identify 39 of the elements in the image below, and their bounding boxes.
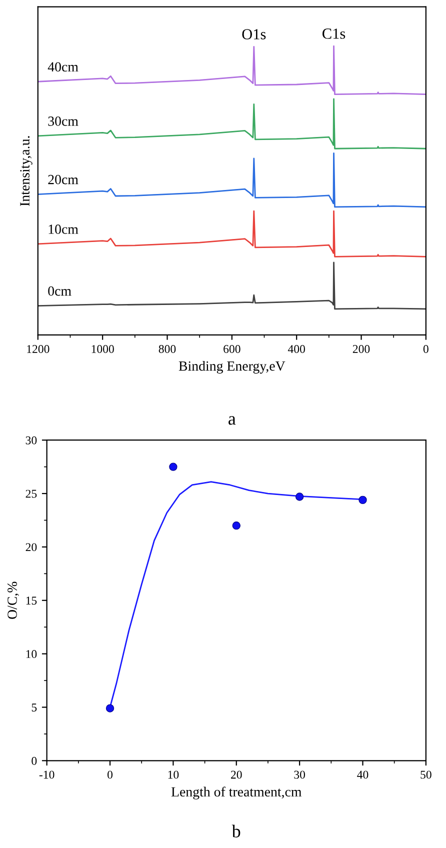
- x-tick-label: 1200: [27, 345, 50, 353]
- x-tick-label: 0: [423, 345, 428, 353]
- series-label: 0cm: [48, 286, 72, 296]
- y-tick-label: 0: [32, 756, 37, 765]
- point: [295, 492, 304, 501]
- x-tick-label: 1000: [92, 345, 114, 353]
- y-tick-label: 15: [26, 596, 37, 605]
- x-tick-label: 10: [168, 770, 179, 779]
- x-tick-label: 200: [352, 345, 370, 353]
- x-tick-label: 600: [224, 345, 240, 353]
- y-tick-label: 25: [26, 490, 37, 498]
- y-axis-title: O/C,%: [8, 582, 19, 619]
- x-tick-label: 30: [294, 770, 306, 779]
- series-label: 10cm: [48, 224, 78, 234]
- y-tick-label: 30: [26, 436, 37, 444]
- point: [358, 496, 367, 504]
- x-tick-label: 20: [230, 770, 242, 779]
- x-tick-label: 400: [288, 345, 305, 353]
- series-label: 30cm: [48, 116, 78, 126]
- x-tick-label: 0: [108, 770, 113, 779]
- y-tick-label: 10: [26, 650, 37, 658]
- x-axis-title: Length of treatment,cm: [171, 786, 302, 800]
- x-tick-label: 800: [158, 345, 176, 353]
- point: [169, 462, 178, 471]
- annotation: O1s: [242, 29, 266, 40]
- y-axis-title: Intensity,a.u.: [20, 136, 32, 206]
- text: a: [228, 416, 236, 425]
- x-tick-label: -10: [39, 770, 54, 779]
- x-tick-label: 50: [420, 770, 432, 779]
- text: b: [232, 824, 240, 838]
- annotation: C1s: [322, 28, 346, 39]
- x-tick-label: 40: [357, 770, 368, 779]
- point: [106, 704, 114, 712]
- y-tick-label: 20: [26, 543, 37, 552]
- series-label: 20cm: [48, 174, 78, 184]
- series-label: 40cm: [48, 62, 78, 72]
- y-tick-label: 5: [32, 704, 37, 712]
- point: [232, 522, 240, 530]
- x-axis-title: Binding Energy,eV: [178, 360, 286, 374]
